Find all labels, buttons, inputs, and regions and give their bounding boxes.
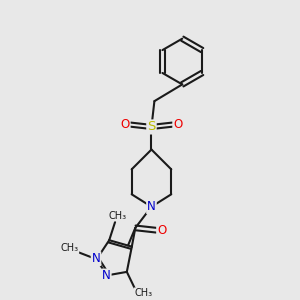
Text: O: O bbox=[157, 224, 167, 237]
Text: O: O bbox=[120, 118, 130, 131]
Text: N: N bbox=[92, 252, 100, 265]
Text: N: N bbox=[102, 269, 111, 283]
Text: CH₃: CH₃ bbox=[134, 288, 152, 298]
Text: O: O bbox=[173, 118, 182, 131]
Text: CH₃: CH₃ bbox=[60, 243, 78, 254]
Text: CH₃: CH₃ bbox=[109, 211, 127, 220]
Text: S: S bbox=[147, 121, 156, 134]
Text: N: N bbox=[147, 200, 156, 213]
